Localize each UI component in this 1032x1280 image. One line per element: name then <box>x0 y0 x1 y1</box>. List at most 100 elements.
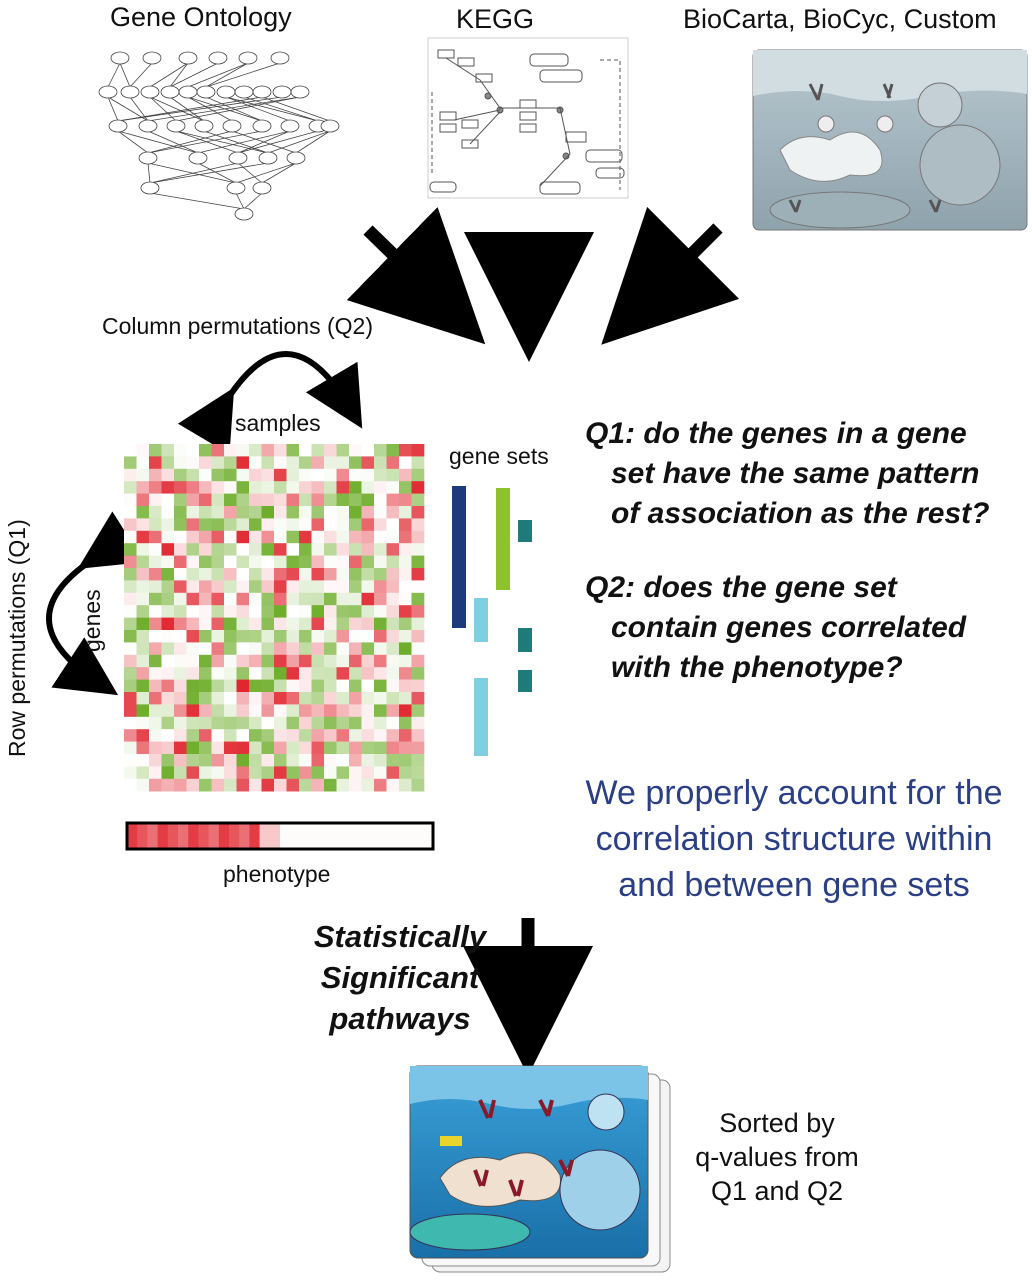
heatmap-cell <box>186 778 200 792</box>
heatmap-cell <box>349 456 362 470</box>
heatmap-cell <box>199 667 212 680</box>
heatmap-cell <box>211 493 225 507</box>
heatmap-cell <box>161 493 175 507</box>
heatmap-cell <box>249 692 262 705</box>
heatmap-cell <box>161 543 175 556</box>
heatmap-cell <box>186 506 200 519</box>
heatmap-cell <box>386 543 400 556</box>
heatmap-cell <box>149 506 162 519</box>
heatmap-cell <box>236 692 250 705</box>
heatmap-cell <box>261 580 275 594</box>
heatmap-cell <box>236 468 250 482</box>
heatmap-cell <box>136 580 150 594</box>
heatmap-cell <box>311 456 325 470</box>
gene-set-bar <box>474 598 488 642</box>
heatmap-cell <box>336 704 350 718</box>
heatmap-cell <box>299 444 312 457</box>
heatmap-cell <box>286 530 300 544</box>
heatmap-cell <box>161 741 175 755</box>
phenotype-segment <box>402 823 414 849</box>
q1-line: set have the same pattern <box>611 457 980 490</box>
heatmap-cell <box>174 518 187 532</box>
heatmap-cell <box>361 580 375 594</box>
heatmap-cell <box>324 692 337 705</box>
heatmap-cell <box>249 754 262 767</box>
heatmap-cell <box>149 543 162 556</box>
heatmap-cell <box>399 555 412 569</box>
heatmap-cell <box>286 468 300 482</box>
heatmap-cell <box>124 605 137 618</box>
heatmap-cell <box>199 778 212 792</box>
heatmap-cell <box>374 679 387 693</box>
heatmap-cell <box>349 729 362 742</box>
heatmap-cell <box>249 456 262 470</box>
heatmap-cell <box>249 642 262 656</box>
heatmap-cell <box>199 679 212 693</box>
heatmap-cell <box>361 679 375 693</box>
heatmap-cell <box>324 605 337 618</box>
heatmap-cell <box>386 592 400 606</box>
heatmap-cell <box>311 592 325 606</box>
phenotype-frame <box>125 821 435 851</box>
phenotype-segment <box>137 823 148 849</box>
heatmap-cell <box>374 518 387 532</box>
phenotype-segment <box>300 823 312 849</box>
heatmap-cell <box>236 617 250 631</box>
heatmap-cell <box>324 617 337 631</box>
heatmap-cell <box>261 493 275 507</box>
heatmap-cell <box>386 444 400 457</box>
heatmap-cell <box>149 754 162 767</box>
heatmap-cell <box>336 506 350 519</box>
heatmap-cell <box>161 580 175 594</box>
heatmap-cell <box>386 456 400 470</box>
heatmap-cell <box>186 444 200 457</box>
kegg-title: KEGG <box>456 4 535 34</box>
heatmap-cell <box>199 741 212 755</box>
phenotype-segment <box>269 823 281 849</box>
heatmap-cell <box>211 506 225 519</box>
heatmap-cell <box>349 518 362 532</box>
heatmap-cell <box>236 530 250 544</box>
heatmap-cell <box>361 530 375 544</box>
heatmap-cell <box>311 667 325 680</box>
heatmap-cell <box>311 778 325 792</box>
heatmap-cell <box>149 592 162 606</box>
heatmap-cell <box>274 605 287 618</box>
heatmap-cell <box>249 716 262 730</box>
heatmap-cell <box>186 754 200 767</box>
heatmap-cell <box>149 630 162 643</box>
heatmap-cell <box>386 468 400 482</box>
heatmap-cell <box>386 481 400 494</box>
heatmap-cell <box>361 778 375 792</box>
heatmap-cell <box>186 679 200 693</box>
heatmap-cell <box>311 766 325 780</box>
heatmap-cell <box>361 444 375 457</box>
heatmap-cell <box>261 617 275 631</box>
heatmap-cell <box>174 605 187 618</box>
heatmap-cell <box>311 741 325 755</box>
heatmap-cell <box>411 704 425 718</box>
heatmap-cell <box>199 468 212 482</box>
heatmap-cell <box>311 506 325 519</box>
question-q2: Q2: does the gene set contain genes corr… <box>585 568 1030 688</box>
heatmap-cell <box>324 778 337 792</box>
heatmap-cell <box>224 580 237 594</box>
heatmap-cell <box>386 530 400 544</box>
heatmap-cell <box>374 493 387 507</box>
phenotype-segment <box>208 823 220 849</box>
heatmap-cell <box>324 506 337 519</box>
heatmap-cell <box>186 617 200 631</box>
heatmap-cell <box>399 741 412 755</box>
heatmap-cell <box>236 716 250 730</box>
heatmap-cell <box>411 617 425 631</box>
phenotype-segment <box>382 823 393 849</box>
heatmap-cell <box>149 493 162 507</box>
heatmap-cell <box>324 568 337 581</box>
heatmap-cell <box>249 704 262 718</box>
q2-line: Q2: does the gene set <box>585 571 897 604</box>
heatmap-cell <box>299 716 312 730</box>
heatmap-cell <box>236 729 250 742</box>
heatmap-cell <box>324 580 337 594</box>
heatmap-cell <box>399 729 412 742</box>
heatmap-cell <box>349 468 362 482</box>
